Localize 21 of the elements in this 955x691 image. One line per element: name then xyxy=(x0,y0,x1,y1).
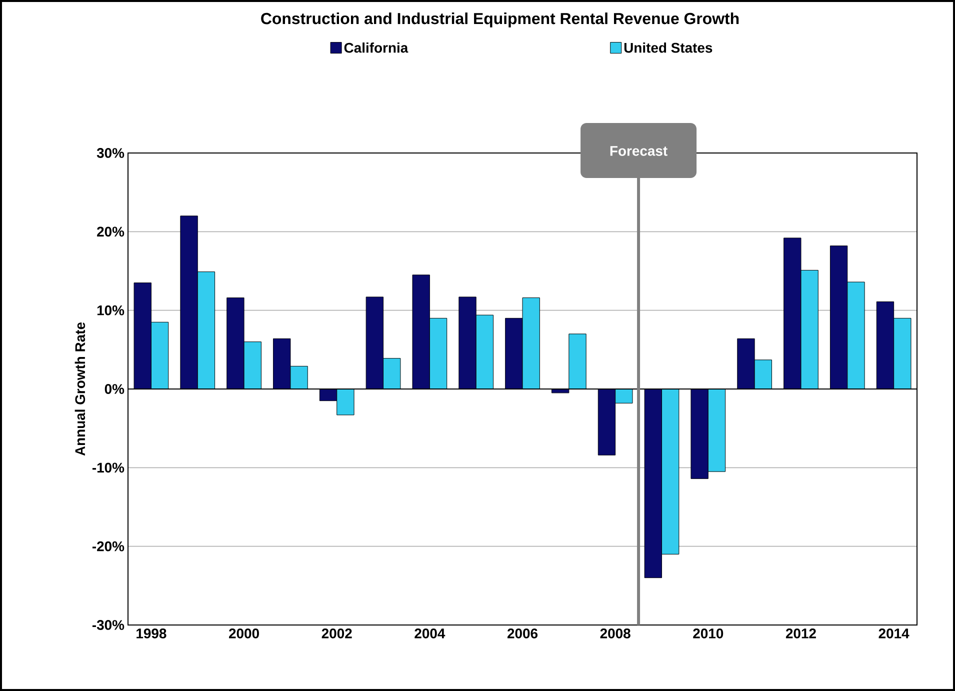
x-tick-label: 2002 xyxy=(322,628,352,638)
ref-line-label: Forecast xyxy=(610,146,668,156)
y-tick-label: 30% xyxy=(96,148,124,158)
x-tick-label: 2014 xyxy=(878,628,910,638)
x-tick-label: 2006 xyxy=(507,628,538,638)
x-tick-label: 2000 xyxy=(229,628,259,638)
y-axis-title: Annual Growth Rate xyxy=(74,322,86,456)
y-tick-label: 20% xyxy=(97,226,124,237)
y-tick-label: 0% xyxy=(104,384,124,394)
legend-label: United States xyxy=(624,42,712,53)
y-tick-label: -10% xyxy=(92,462,124,473)
chart-title: Construction and Industrial Equipment Rental Revenue Growth xyxy=(261,12,739,28)
x-tick-label: 2008 xyxy=(600,628,630,638)
x-tick-label: 2004 xyxy=(414,628,446,638)
y-tick-label: -20% xyxy=(92,541,124,552)
legend-label: California xyxy=(344,42,408,53)
x-tick-label: 2012 xyxy=(786,628,816,638)
y-tick-label: 10% xyxy=(97,305,124,316)
y-tick-label: -30% xyxy=(92,620,124,630)
x-tick-label: 2010 xyxy=(693,628,724,638)
x-tick-label: 1998 xyxy=(136,628,166,638)
